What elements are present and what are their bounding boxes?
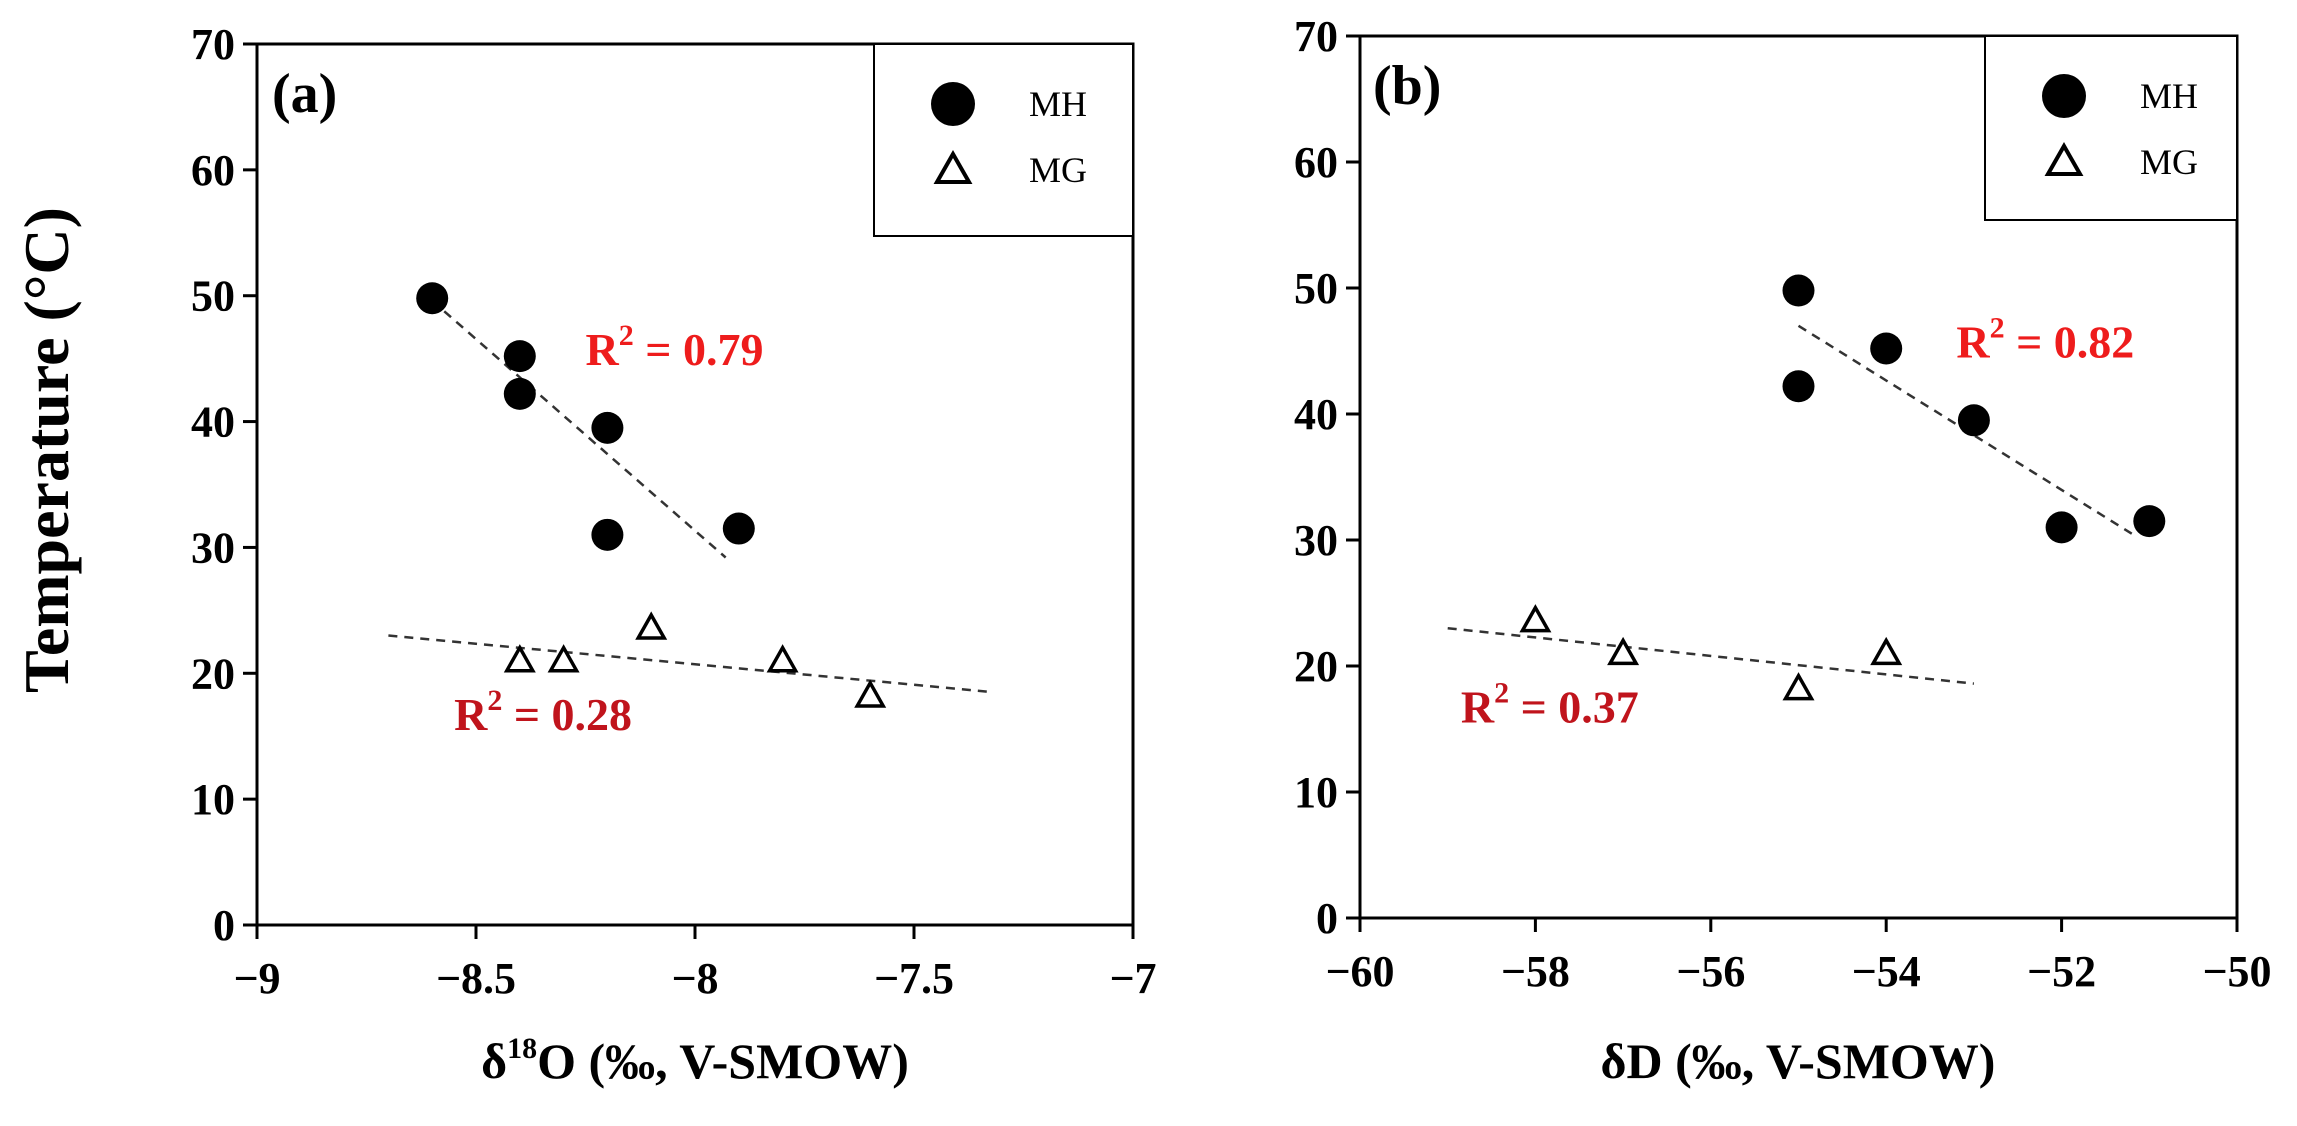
- y-tick-label: 0: [213, 901, 235, 950]
- y-axis-title: Temperature (°C): [11, 207, 82, 693]
- x-tick-label: −7.5: [874, 954, 954, 1003]
- panel-label: (b): [1373, 55, 1441, 117]
- y-tick-label: 50: [1294, 264, 1338, 313]
- r2-label: R: [454, 689, 488, 740]
- y-tick-label: 20: [191, 649, 235, 698]
- data-point-mh: [1870, 332, 1903, 365]
- legend-box: [1984, 35, 2238, 221]
- data-point-mh: [1957, 404, 1990, 437]
- x-tick-label: −8.5: [436, 954, 516, 1003]
- legend-mg-label: MG: [1029, 150, 1087, 190]
- trend-line-mg: [388, 634, 993, 694]
- x-tick-label: −7: [1109, 954, 1156, 1003]
- y-tick-label: 40: [191, 398, 235, 447]
- legend-mh-label: MH: [2140, 76, 2198, 116]
- x-axis-title-suffix: O (‰, V-SMOW): [537, 1033, 909, 1089]
- r2-annotation-mh: R2 = 0.79: [586, 319, 764, 375]
- data-point-mg: [766, 644, 799, 673]
- panel-b: 0 10 20 30 40 50 60 70 −60 −58 −56 −54 −52 −50 δD (‰, …: [1294, 12, 2272, 1089]
- data-point-mg: [1607, 636, 1640, 666]
- trend-line-mh: [431, 299, 727, 559]
- y-tick-label: 60: [191, 146, 235, 195]
- data-point-mg: [854, 679, 887, 708]
- x-axis-title: δ18O (‰, V-SMOW): [481, 1032, 909, 1089]
- r2-annotation-mh: R2 = 0.82: [1956, 311, 2134, 367]
- data-point-mg: [1519, 604, 1552, 633]
- x-tick-label: −56: [1676, 947, 1745, 996]
- y-tick-label: 0: [1316, 894, 1338, 943]
- r2-label: R: [1461, 682, 1495, 733]
- y-tick-label: 20: [1294, 642, 1338, 691]
- data-point-mh: [2045, 511, 2078, 544]
- y-tick-label: 40: [1294, 390, 1338, 439]
- y-tick-label: 70: [1294, 12, 1338, 61]
- data-point-mg: [635, 611, 668, 640]
- data-point-mh: [722, 512, 755, 545]
- x-tick-label: −8: [671, 954, 718, 1003]
- r2-superscript: 2: [1494, 677, 1509, 710]
- panel-a: 0 10 20 30 40 50 60 70 −9 −8.5 −8 −7.5 −7 δ18O (‰, V-…: [191, 20, 1157, 1089]
- y-tick-label: 10: [191, 775, 235, 824]
- y-tick-label: 30: [191, 523, 235, 572]
- r2-superscript: 2: [1990, 311, 2005, 344]
- r2-label: R: [1956, 316, 1990, 367]
- data-point-mh: [2133, 505, 2166, 538]
- x-tick-label: −54: [1852, 947, 1921, 996]
- r2-value: = 0.28: [502, 689, 632, 740]
- legend-mg-marker: [933, 149, 973, 184]
- data-point-mg: [1782, 672, 1815, 701]
- legend-box: [873, 43, 1134, 237]
- data-point-mg: [547, 644, 580, 673]
- r2-annotation-mg: R2 = 0.37: [1461, 677, 1639, 733]
- plot-frame: [1358, 34, 2239, 920]
- r2-value: = 0.37: [1509, 682, 1639, 733]
- legend-mg-marker: [2044, 141, 2084, 176]
- legend-mg-label: MG: [2140, 142, 2198, 182]
- x-axis-title: δD (‰, V-SMOW): [1601, 1033, 1996, 1089]
- y-tick-label: 10: [1294, 768, 1338, 817]
- legend-mh-marker: [2042, 74, 2086, 118]
- data-point-mh: [1782, 370, 1815, 403]
- data-point-mh: [591, 411, 624, 444]
- x-tick-label: −58: [1501, 947, 1570, 996]
- panel-label: (a): [272, 63, 337, 125]
- data-point-mh: [503, 340, 536, 373]
- data-point-mg: [1870, 636, 1903, 666]
- r2-value: = 0.79: [634, 324, 764, 375]
- x-tick-label: −50: [2202, 947, 2271, 996]
- x-tick-label: −9: [233, 954, 280, 1003]
- y-tick-label: 70: [191, 20, 235, 69]
- data-point-mh: [1782, 274, 1815, 307]
- trend-line-mg: [1447, 626, 1975, 685]
- x-axis-title-prefix: δD (‰, V-SMOW): [1601, 1033, 1996, 1089]
- y-tick-label: 30: [1294, 516, 1338, 565]
- y-tick-label: 50: [191, 272, 235, 321]
- x-axis-title-prefix: δ: [481, 1033, 507, 1089]
- legend-mh-marker: [931, 82, 975, 126]
- x-tick-label: −52: [2027, 947, 2096, 996]
- legend-mh-label: MH: [1029, 84, 1087, 124]
- r2-value: = 0.82: [2005, 316, 2135, 367]
- x-axis-title-superscript: 18: [507, 1032, 537, 1065]
- r2-superscript: 2: [487, 684, 502, 717]
- data-point-mh: [591, 518, 624, 551]
- r2-label: R: [586, 324, 620, 375]
- data-point-mh: [503, 377, 536, 410]
- r2-superscript: 2: [619, 319, 634, 352]
- y-tick-label: 60: [1294, 138, 1338, 187]
- data-point-mh: [416, 282, 449, 315]
- data-point-mg: [503, 644, 536, 673]
- r2-annotation-mg: R2 = 0.28: [454, 684, 632, 740]
- x-tick-label: −60: [1325, 947, 1394, 996]
